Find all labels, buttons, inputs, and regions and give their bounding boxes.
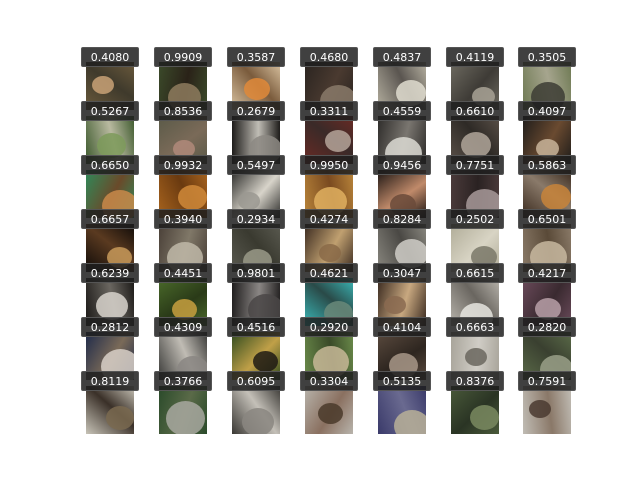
score-label: 0.9801 [227, 263, 285, 283]
score-label: 0.7591 [518, 371, 576, 391]
cat-shape [541, 184, 571, 210]
score-label: 0.4451 [154, 263, 212, 283]
score-label: 0.8284 [373, 209, 431, 229]
cat-shape [242, 408, 274, 434]
score-label: 0.6501 [518, 209, 576, 229]
cat-shape [318, 403, 343, 424]
score-label: 0.4516 [227, 317, 285, 337]
score-label: 0.4097 [518, 101, 576, 121]
score-label: 0.2934 [227, 209, 285, 229]
cat-shape [319, 244, 341, 262]
cat-thumbnail [523, 386, 571, 434]
cat-shape [465, 348, 487, 366]
score-label: 0.4080 [81, 47, 139, 67]
cat-thumbnail [305, 386, 353, 434]
cat-shape [97, 133, 126, 158]
score-label: 0.4274 [300, 209, 358, 229]
score-label: 0.9932 [154, 155, 212, 175]
score-label: 0.3766 [154, 371, 212, 391]
cat-shape [253, 351, 278, 372]
score-label: 0.6239 [81, 263, 139, 283]
cat-shape [394, 410, 426, 434]
score-label: 0.6095 [227, 371, 285, 391]
cat-shape [461, 132, 491, 158]
cat-shape [325, 130, 351, 152]
cat-shape [178, 185, 207, 210]
score-label: 0.9456 [373, 155, 431, 175]
score-label: 0.3940 [154, 209, 212, 229]
score-label: 0.3311 [300, 101, 358, 121]
score-label: 0.6657 [81, 209, 139, 229]
score-label: 0.3587 [227, 47, 285, 67]
score-label: 0.4559 [373, 101, 431, 121]
cat-thumbnail [451, 386, 499, 434]
score-label: 0.3505 [518, 47, 576, 67]
score-label: 0.2812 [81, 317, 139, 337]
score-label: 0.5863 [518, 155, 576, 175]
cat-thumbnail [232, 386, 280, 434]
cat-shape [173, 140, 195, 158]
cat-shape [96, 292, 128, 320]
score-label: 0.4309 [154, 317, 212, 337]
cat-shape [166, 401, 205, 434]
cat-shape [172, 299, 197, 320]
cat-shape [529, 400, 551, 418]
score-label: 0.5497 [227, 155, 285, 175]
score-label: 0.5267 [81, 101, 139, 121]
score-label: 0.2679 [227, 101, 285, 121]
score-label: 0.8119 [81, 371, 139, 391]
cat-shape [244, 78, 270, 100]
score-label: 0.4104 [373, 317, 431, 337]
cat-shape [238, 192, 260, 210]
cat-thumbnail [86, 386, 134, 434]
score-label: 0.8536 [154, 101, 212, 121]
cat-shape [106, 406, 134, 430]
cat-shape [535, 298, 561, 320]
score-label: 0.6615 [446, 263, 504, 283]
score-label: 0.9909 [154, 47, 212, 67]
cat-shape [384, 296, 406, 314]
score-label: 0.4217 [518, 263, 576, 283]
score-label: 0.2920 [300, 317, 358, 337]
score-label: 0.5135 [373, 371, 431, 391]
score-label: 0.6650 [81, 155, 139, 175]
score-label: 0.6663 [446, 317, 504, 337]
cat-shape [107, 247, 132, 268]
score-label: 0.6610 [446, 101, 504, 121]
score-label: 0.4621 [300, 263, 358, 283]
cat-shape [536, 139, 559, 158]
score-label: 0.3047 [373, 263, 431, 283]
score-label: 0.4119 [446, 47, 504, 67]
score-label: 0.9950 [300, 155, 358, 175]
score-label: 0.4837 [373, 47, 431, 67]
score-label: 0.7751 [446, 155, 504, 175]
score-label: 0.2502 [446, 209, 504, 229]
cat-thumbnail [378, 386, 426, 434]
cat-shape [471, 246, 497, 268]
cat-thumbnail [159, 386, 207, 434]
score-label: 0.4680 [300, 47, 358, 67]
cat-shape [470, 405, 499, 430]
cat-shape [92, 76, 114, 94]
score-label: 0.2820 [518, 317, 576, 337]
score-label: 0.8376 [446, 371, 504, 391]
score-label: 0.3304 [300, 371, 358, 391]
